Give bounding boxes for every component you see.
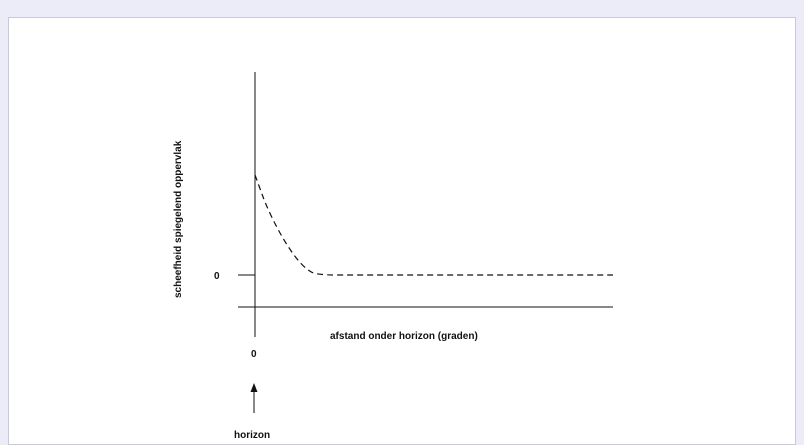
series-line xyxy=(254,174,613,276)
y-axis-label: scheefheid spiegelend oppervlak xyxy=(173,140,184,298)
x-tick-label: 0 xyxy=(251,349,257,360)
chart-panel xyxy=(8,17,796,445)
horizon-annotation: horizon xyxy=(234,430,270,441)
y-tick-label: 0 xyxy=(214,271,220,282)
x-axis-label: afstand onder horizon (graden) xyxy=(330,331,478,342)
arrow-up-icon xyxy=(250,383,258,413)
